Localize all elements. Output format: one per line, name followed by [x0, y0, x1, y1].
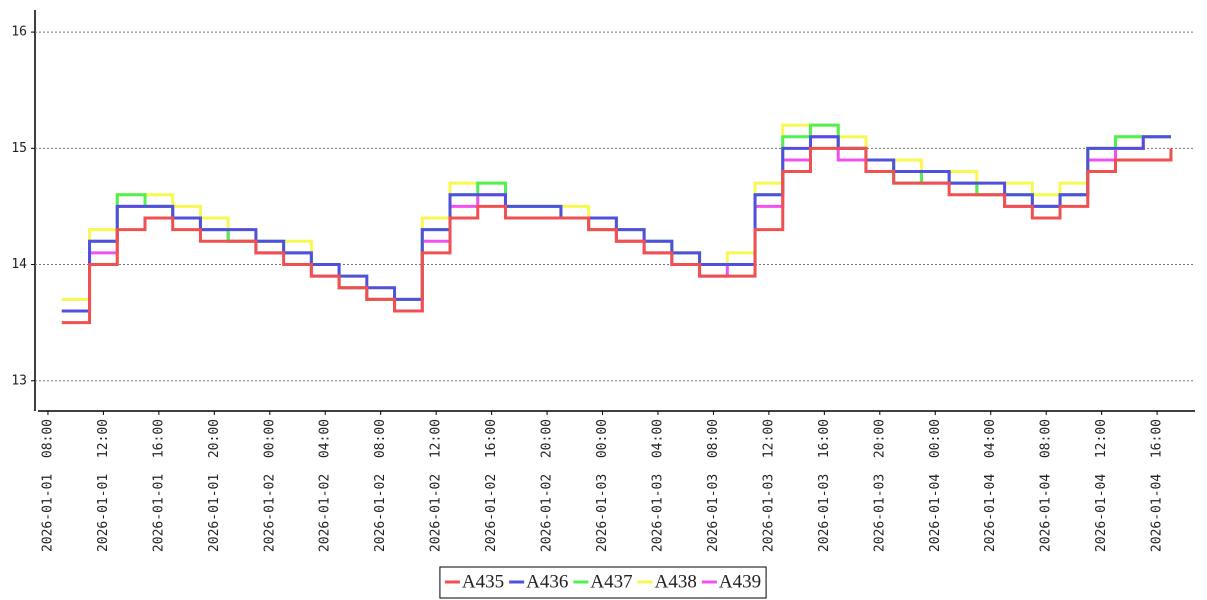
x-tick-label: 2026-01-02 20:00 — [540, 419, 555, 552]
x-tick-label: 2026-01-02 00:00 — [262, 419, 277, 552]
series-line — [61, 123, 1171, 301]
y-tick-label: 16 — [11, 25, 27, 40]
x-tick-label: 2026-01-02 08:00 — [373, 419, 388, 552]
y-tick-label: 14 — [11, 257, 27, 272]
x-tick-label: 2026-01-01 08:00 — [40, 419, 55, 552]
x-tick-label: 2026-01-03 00:00 — [595, 419, 610, 552]
x-tick-label: 2026-01-01 16:00 — [151, 419, 166, 552]
x-tick-label: 2026-01-01 12:00 — [96, 419, 111, 552]
x-tick-label: 2026-01-04 08:00 — [1039, 419, 1054, 552]
x-tick-label: 2026-01-03 12:00 — [761, 419, 776, 552]
x-tick-label: 2026-01-04 00:00 — [928, 419, 943, 552]
legend: A435 A436 A437 A438 A439 — [439, 566, 767, 599]
x-tick-label: 2026-01-02 12:00 — [429, 419, 444, 552]
x-tick-label: 2026-01-01 20:00 — [207, 419, 222, 552]
y-tick-label: 13 — [11, 373, 27, 388]
x-tick-label: 2026-01-03 08:00 — [706, 419, 721, 552]
x-tick-label: 2026-01-03 04:00 — [650, 419, 665, 552]
x-tick-label: 2026-01-04 12:00 — [1094, 419, 1109, 552]
x-tick-label: 2026-01-02 04:00 — [318, 419, 333, 552]
x-tick-label: 2026-01-03 20:00 — [872, 419, 887, 552]
x-tick-label: 2026-01-03 16:00 — [817, 419, 832, 552]
legend-label: A438 — [655, 571, 697, 592]
x-tick-label: 2026-01-04 04:00 — [983, 419, 998, 552]
x-tick-label: 2026-01-04 16:00 — [1150, 419, 1165, 552]
legend-label: A435 — [462, 571, 504, 592]
legend-label: A436 — [526, 571, 568, 592]
series-line — [61, 146, 1173, 325]
y-tick-label: 15 — [11, 141, 27, 156]
legend-label: A439 — [719, 571, 761, 592]
legend-label: A437 — [590, 571, 632, 592]
x-tick-label: 2026-01-02 16:00 — [484, 419, 499, 552]
